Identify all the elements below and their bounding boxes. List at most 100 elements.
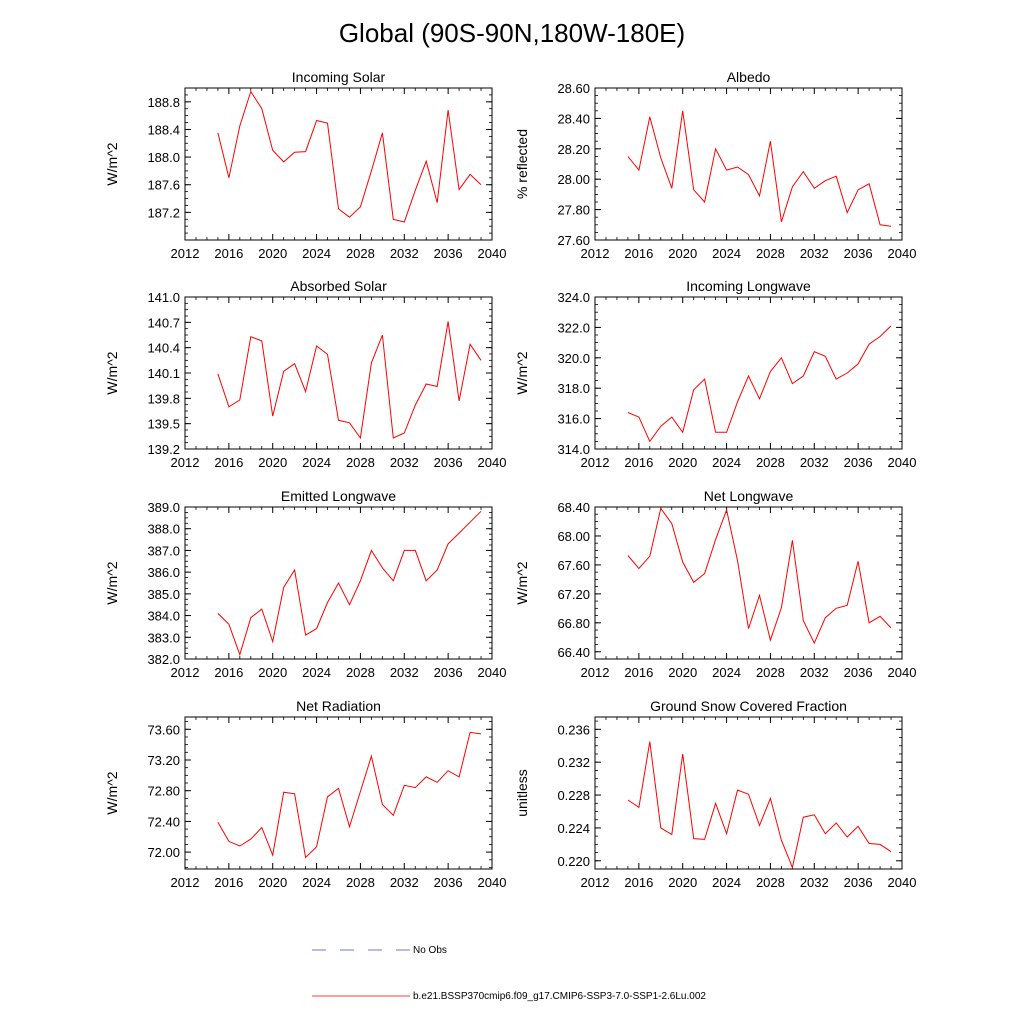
- x-tick-label: 2012: [171, 455, 200, 470]
- y-tick-label: 0.228: [557, 788, 590, 803]
- x-tick-label: 2040: [478, 455, 507, 470]
- x-tick-label: 2028: [756, 246, 785, 261]
- y-tick-label: 322.0: [557, 320, 590, 335]
- chart-albedo: 2012 2016 2020 2024 2028 2032 2036 2040 27.60 27.…: [514, 69, 916, 261]
- x-tick-label: 2040: [478, 875, 507, 890]
- x-tick-label: 2020: [668, 455, 697, 470]
- panel-title: Emitted Longwave: [281, 488, 396, 504]
- x-tick-label: 2012: [171, 875, 200, 890]
- y-tick-label: 384.0: [147, 609, 180, 624]
- x-tick-label: 2028: [756, 455, 785, 470]
- y-tick-label: 66.80: [557, 616, 590, 631]
- figure-title: Global (90S-90N,180W-180E): [339, 18, 685, 48]
- x-tick-label: 2032: [390, 246, 419, 261]
- x-tick-label: 2036: [844, 875, 873, 890]
- x-tick-label: 2024: [302, 665, 331, 680]
- y-tick-label: 68.00: [557, 529, 590, 544]
- x-tick-label: 2012: [581, 665, 610, 680]
- x-tick-label: 2040: [478, 665, 507, 680]
- x-tick-label: 2020: [668, 665, 697, 680]
- y-tick-label: 28.40: [557, 111, 590, 126]
- x-tick-label: 2020: [258, 246, 287, 261]
- y-tick-label: 140.1: [147, 366, 180, 381]
- x-tick-label: 2024: [712, 875, 741, 890]
- y-tick-label: 187.2: [147, 205, 180, 220]
- chart-panels: 2012 2016 2020 2024 2028 2032 2036 2040 187.2 187…: [104, 69, 916, 890]
- x-tick-label: 2020: [258, 455, 287, 470]
- x-tick-label: 2024: [712, 665, 741, 680]
- y-tick-label: 28.00: [557, 172, 590, 187]
- x-tick-label: 2024: [712, 455, 741, 470]
- y-tick-label: 72.00: [147, 845, 180, 860]
- x-tick-label: 2012: [581, 455, 610, 470]
- y-tick-label: 139.2: [147, 442, 180, 457]
- plot-frame: [184, 296, 493, 450]
- x-tick-label: 2020: [258, 665, 287, 680]
- x-tick-label: 2032: [390, 665, 419, 680]
- x-tick-label: 2016: [214, 875, 243, 890]
- x-tick-label: 2032: [390, 455, 419, 470]
- x-tick-label: 2028: [346, 455, 375, 470]
- x-tick-label: 2040: [888, 875, 917, 890]
- y-axis-label: W/m^2: [104, 142, 120, 185]
- y-tick-label: 0.220: [557, 854, 590, 869]
- series-line-ground-snow-covered-fraction: [627, 741, 892, 870]
- plot-frame: [184, 87, 493, 241]
- x-tick-label: 2024: [302, 875, 331, 890]
- x-tick-label: 2016: [624, 665, 653, 680]
- x-tick-label: 2012: [581, 246, 610, 261]
- y-tick-label: 0.224: [557, 821, 590, 836]
- x-tick-label: 2012: [581, 875, 610, 890]
- panel-title: Ground Snow Covered Fraction: [650, 698, 847, 714]
- panel-title: Net Longwave: [704, 488, 794, 504]
- y-tick-label: 188.0: [147, 150, 180, 165]
- x-tick-label: 2016: [624, 455, 653, 470]
- y-tick-label: 73.60: [147, 722, 180, 737]
- x-tick-label: 2036: [434, 665, 463, 680]
- x-tick-label: 2032: [800, 875, 829, 890]
- y-tick-label: 388.0: [147, 522, 180, 537]
- x-tick-label: 2016: [624, 875, 653, 890]
- plot-frame: [184, 716, 493, 870]
- y-tick-label: 386.0: [147, 565, 180, 580]
- x-tick-label: 2032: [800, 455, 829, 470]
- y-tick-label: 318.0: [557, 381, 590, 396]
- y-tick-label: 385.0: [147, 587, 180, 602]
- x-tick-label: 2020: [668, 246, 697, 261]
- y-tick-label: 27.80: [557, 203, 590, 218]
- plot-frame: [594, 506, 903, 660]
- y-axis-label: % reflected: [514, 129, 530, 199]
- chart-ground-snow-covered-fraction: 2012 2016 2020 2024 2028 2032 2036 2040 0.220 0.2…: [514, 698, 916, 890]
- x-tick-label: 2020: [668, 875, 697, 890]
- series-line-incoming-longwave: [627, 325, 892, 443]
- y-tick-label: 73.20: [147, 753, 180, 768]
- x-tick-label: 2024: [302, 246, 331, 261]
- y-tick-label: 389.0: [147, 500, 180, 515]
- legend: No Obs b.e21.BSSP370cmip6.f09_g17.CMIP6-…: [312, 945, 706, 1002]
- x-tick-label: 2028: [756, 665, 785, 680]
- y-tick-label: 320.0: [557, 351, 590, 366]
- x-tick-label: 2040: [888, 246, 917, 261]
- chart-incoming-longwave: 2012 2016 2020 2024 2028 2032 2036 2040 314.0 316…: [514, 278, 916, 470]
- chart-net-radiation: 2012 2016 2020 2024 2028 2032 2036 2040 72.00 72.…: [104, 698, 506, 890]
- series-line-net-radiation: [217, 731, 482, 859]
- x-tick-label: 2020: [258, 875, 287, 890]
- x-tick-label: 2016: [214, 665, 243, 680]
- y-tick-label: 188.8: [147, 95, 180, 110]
- legend-label-no-obs: No Obs: [413, 945, 447, 956]
- y-tick-label: 0.232: [557, 755, 590, 770]
- x-tick-label: 2036: [434, 875, 463, 890]
- series-line-incoming-solar: [217, 90, 482, 223]
- plot-frame: [594, 296, 903, 450]
- y-tick-label: 382.0: [147, 652, 180, 667]
- y-tick-label: 0.236: [557, 722, 590, 737]
- y-tick-label: 139.5: [147, 417, 180, 432]
- x-tick-label: 2028: [346, 665, 375, 680]
- y-tick-label: 66.40: [557, 645, 590, 660]
- x-tick-label: 2036: [844, 665, 873, 680]
- panel-title: Incoming Solar: [292, 69, 386, 85]
- x-tick-label: 2032: [800, 246, 829, 261]
- series-line-albedo: [627, 110, 892, 227]
- panel-title: Albedo: [727, 69, 771, 85]
- y-tick-label: 68.40: [557, 500, 590, 515]
